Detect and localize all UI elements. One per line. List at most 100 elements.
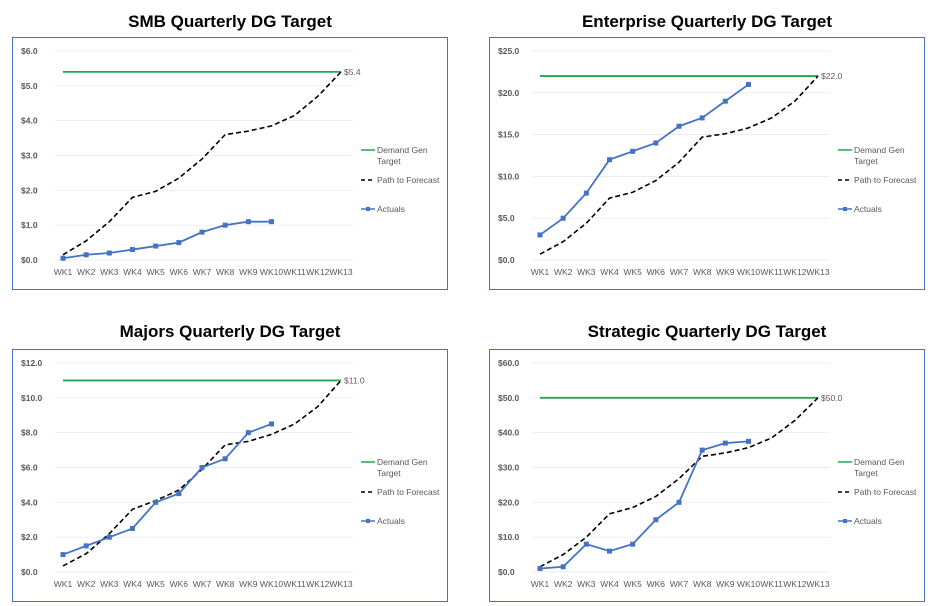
x-tick-label: WK8 <box>216 579 235 589</box>
actuals-line <box>539 83 750 236</box>
x-tick-label: WK1 <box>54 579 73 589</box>
chart-panel-enterprise: $0.0 $5.0 $10.0 $15.0 $20.0 $25.0 WK1 WK2 WK3 WK4… <box>489 37 925 290</box>
y-tick-label: $0.0 <box>498 567 515 577</box>
x-tick-label: WK11 <box>283 267 306 277</box>
x-tick-label: WK6 <box>170 267 189 277</box>
actuals-marker <box>630 541 636 547</box>
actuals-marker <box>653 140 659 146</box>
x-tick-label: WK4 <box>600 579 619 589</box>
x-tick-label: WK8 <box>216 267 235 277</box>
legend-actuals-label: Actuals <box>377 204 405 214</box>
y-tick-label: $15.0 <box>498 130 520 140</box>
x-tick-label: WK13 <box>329 579 352 589</box>
actuals-marker <box>222 222 228 228</box>
actuals-marker <box>722 440 728 446</box>
x-tick-label: WK6 <box>647 579 666 589</box>
chart-title-enterprise: Enterprise Quarterly DG Target <box>581 12 833 31</box>
y-tick-label: $60.0 <box>498 358 520 368</box>
x-tick-label: WK2 <box>554 579 573 589</box>
x-tick-label: WK12 <box>306 579 329 589</box>
y-tick-label: $30.0 <box>498 463 520 473</box>
path-to-forecast-line <box>539 397 819 568</box>
x-tick-label: WK9 <box>239 579 258 589</box>
x-tick-label: WK11 <box>760 579 783 589</box>
x-tick-label: WK5 <box>146 267 165 277</box>
actuals-marker <box>607 548 612 554</box>
x-tick-label: WK5 <box>623 267 642 277</box>
x-tick-label: WK10 <box>737 579 760 589</box>
actuals-marker <box>176 491 182 497</box>
x-tick-label: WK2 <box>77 579 96 589</box>
actuals-marker <box>630 148 636 154</box>
y-tick-label: $8.0 <box>21 428 38 438</box>
x-tick-label: WK8 <box>693 579 712 589</box>
y-tick-label: $40.0 <box>498 428 520 438</box>
chart-svg: $0.0 $2.0 $4.0 $6.0 $8.0 $10.0 $12.0 WK1 WK2 WK3 W… <box>21 358 440 589</box>
actuals-marker <box>583 190 589 196</box>
legend-actuals-label: Actuals <box>854 516 882 526</box>
x-tick-label: WK11 <box>283 579 306 589</box>
actuals-marker <box>60 255 66 261</box>
x-tick-label: WK9 <box>716 267 735 277</box>
y-tick-label: $2.0 <box>21 185 38 195</box>
y-tick-label: $0.0 <box>21 567 38 577</box>
actuals-marker <box>222 456 228 462</box>
target-data-label: $11.0 <box>344 375 365 385</box>
x-tick-label: WK6 <box>647 267 666 277</box>
x-tick-label: WK11 <box>760 267 783 277</box>
actuals-marker <box>176 240 182 246</box>
x-tick-label: WK2 <box>554 267 573 277</box>
x-tick-label: WK3 <box>577 579 596 589</box>
y-tick-label: $2.0 <box>21 532 38 542</box>
x-tick-label: WK5 <box>623 579 642 589</box>
y-tick-label: $20.0 <box>498 497 520 507</box>
legend-target-label-line2: Target <box>854 468 878 478</box>
legend-path-label: Path to Forecast <box>854 175 917 185</box>
actuals-marker <box>60 552 66 558</box>
x-tick-label: WK1 <box>54 267 73 277</box>
x-tick-label: WK6 <box>170 579 189 589</box>
legend-actuals-label: Actuals <box>854 204 882 214</box>
y-tick-label: $10.0 <box>498 171 520 181</box>
y-tick-label: $0.0 <box>498 255 515 265</box>
legend-actuals-marker <box>366 207 370 211</box>
actuals-marker <box>653 517 659 523</box>
target-data-label: $50.0 <box>821 393 843 403</box>
actuals-marker <box>83 543 89 549</box>
actuals-marker <box>199 229 205 235</box>
chart-svg: $0.0 $1.0 $2.0 $3.0 $4.0 $5.0 $6.0 WK1 WK2 WK3 WK4… <box>21 46 440 277</box>
y-tick-label: $0.0 <box>21 255 38 265</box>
x-tick-label: WK8 <box>693 267 712 277</box>
y-tick-label: $50.0 <box>498 393 520 403</box>
actuals-marker <box>245 430 251 436</box>
y-tick-label: $25.0 <box>498 46 520 56</box>
actuals-marker <box>560 564 566 570</box>
actuals-line <box>539 440 749 570</box>
legend-actuals-marker <box>843 519 847 523</box>
y-tick-label: $3.0 <box>21 151 38 161</box>
y-tick-label: $5.0 <box>498 213 515 223</box>
x-tick-label: WK4 <box>123 267 142 277</box>
actuals-marker <box>746 438 751 444</box>
actuals-marker <box>607 157 612 163</box>
legend-actuals-marker <box>843 207 847 211</box>
actuals-line <box>62 220 272 260</box>
x-tick-label: WK7 <box>670 579 689 589</box>
x-tick-label: WK7 <box>670 267 689 277</box>
actuals-marker <box>676 499 682 505</box>
x-tick-label: WK3 <box>577 267 596 277</box>
x-tick-label: WK10 <box>260 267 283 277</box>
actuals-marker <box>106 534 112 540</box>
x-tick-label: WK7 <box>193 579 212 589</box>
legend-target-label: Demand Gen <box>854 145 905 155</box>
actuals-marker <box>537 566 543 572</box>
y-tick-label: $4.0 <box>21 116 38 126</box>
chart-title-smb: SMB Quarterly DG Target <box>128 12 332 31</box>
actuals-marker <box>746 81 751 87</box>
chart-svg: $0.0 $5.0 $10.0 $15.0 $20.0 $25.0 WK1 WK2 WK3 WK4… <box>498 46 917 277</box>
x-tick-label: WK2 <box>77 267 96 277</box>
x-tick-label: WK13 <box>329 267 352 277</box>
actuals-line <box>62 423 272 556</box>
actuals-marker <box>699 447 705 453</box>
chart-title-majors: Majors Quarterly DG Target <box>119 322 341 341</box>
